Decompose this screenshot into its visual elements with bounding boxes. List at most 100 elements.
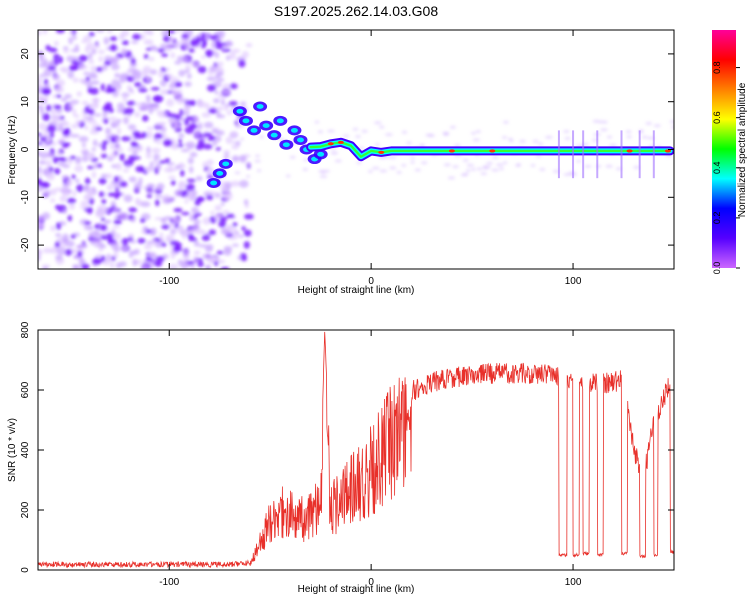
spectrogram-noise-cell — [39, 151, 49, 159]
spectrogram-noise-cell — [110, 242, 120, 250]
spectrogram-noise-cell — [121, 92, 130, 98]
spectrogram-noise-cell — [147, 56, 155, 62]
spectrogram-noise-cell — [151, 147, 161, 154]
spectrogram-noise-cell — [222, 45, 228, 49]
spectrogram-blob-core — [290, 127, 298, 133]
spectrogram-noise-cell — [165, 67, 170, 72]
spectrogram-noise-cell — [544, 135, 553, 139]
spectrogram-spike — [572, 130, 575, 179]
spectrogram-noise-cell — [221, 90, 231, 94]
spectrogram-noise-cell — [170, 251, 176, 260]
spectrogram-noise-cell — [104, 219, 112, 224]
spectrogram-noise-cell — [379, 169, 388, 173]
spectrogram-noise-cell — [197, 139, 205, 147]
snr-x-label: Height of straight line (km) — [298, 584, 415, 595]
spectrogram-noise-cell — [138, 88, 148, 93]
spectrogram-noise-cell — [213, 261, 219, 266]
spectrogram-noise-cell — [189, 214, 195, 222]
spectrogram-noise-cell — [475, 130, 481, 134]
spectrogram-noise-cell — [151, 240, 157, 244]
spectrogram-noise-cell — [97, 49, 106, 55]
spectrogram-noise-cell — [162, 132, 167, 137]
spectrogram-noise-cell — [108, 116, 118, 121]
spectrogram-noise-cell — [443, 163, 451, 167]
spectrogram-y-tick-label: 0 — [20, 146, 31, 152]
spectrogram-noise-cell — [65, 240, 75, 248]
spectrogram-noise-cell — [79, 243, 88, 249]
spectrogram-noise-cell — [454, 144, 461, 147]
spectrogram-noise-cell — [128, 233, 135, 239]
spectrogram-noise-cell — [155, 199, 160, 207]
spectrogram-noise-cell — [194, 130, 200, 137]
spectrogram-noise-cell — [182, 250, 190, 258]
spectrogram-noise-cell — [47, 152, 53, 157]
spectrogram-noise-cell — [471, 168, 476, 171]
spectrogram-noise-cell — [78, 136, 89, 143]
spectrogram-noise-cell — [174, 60, 182, 65]
spectrogram-noise-cell — [303, 158, 308, 162]
spectrogram-noise-cell — [330, 151, 336, 155]
spectrogram-noise-cell — [181, 211, 190, 216]
spectrogram-noise-cell — [215, 45, 224, 50]
spectrogram-noise-cell — [132, 258, 138, 267]
spectrogram-noise-cell — [88, 71, 98, 78]
spectrogram-noise-cell — [244, 163, 252, 166]
spectrogram-noise-cell — [119, 261, 127, 267]
spectrogram-noise-cell — [124, 107, 135, 115]
spectrogram-noise-cell — [140, 218, 146, 223]
spectrogram-noise-cell — [178, 181, 184, 187]
spectrogram-noise-cell — [81, 263, 90, 269]
spectrogram-y-tick-label: 20 — [20, 48, 31, 60]
spectrogram-noise-cell — [142, 226, 149, 230]
spectrogram-noise-cell — [222, 150, 231, 154]
spectrogram-noise-cell — [202, 143, 213, 150]
spectrogram-noise-cell — [499, 167, 504, 171]
spectrogram-noise-cell — [410, 156, 415, 160]
spectrogram-noise-cell — [130, 40, 139, 44]
spectrogram-noise-cell — [231, 144, 239, 150]
spectrogram-noise-cell — [38, 214, 46, 222]
spectrogram-noise-cell — [86, 42, 95, 51]
spectrogram-noise-cell — [231, 233, 240, 239]
spectrogram-noise-cell — [101, 64, 108, 71]
spectrogram-noise-cell — [319, 175, 328, 179]
spectrogram-noise-cell — [208, 108, 218, 114]
spectrogram-noise-cell — [178, 162, 185, 167]
spectrogram-noise-cell — [230, 132, 238, 137]
spectrogram-noise-cell — [592, 119, 600, 123]
spectrogram-noise-cell — [93, 113, 102, 117]
spectrogram-blob-core — [270, 132, 278, 138]
spectrogram-noise-cell — [210, 210, 215, 216]
spectrogram-noise-cell — [388, 156, 397, 160]
spectrogram-noise-cell — [220, 266, 230, 269]
spectrogram-noise-cell — [285, 174, 291, 178]
spectrogram-x-ticks: -100 0 100 — [159, 30, 582, 287]
spectrogram-noise-cell — [65, 127, 71, 135]
spectrogram-noise-cell — [154, 260, 163, 267]
spectrogram-noise-cell — [91, 98, 101, 103]
spectrogram-noise-cell — [38, 150, 41, 157]
spectrogram-noise-cell — [168, 263, 179, 269]
spectrogram-noise-cell — [145, 255, 152, 262]
spectrogram-noise-cell — [109, 142, 116, 150]
spectrogram-spike — [596, 130, 599, 179]
spectrogram-blob-core — [250, 127, 258, 133]
spectrogram-noise-cell — [69, 30, 74, 35]
spectrogram-noise-cell — [223, 248, 232, 256]
spectrogram-noise-cell — [214, 40, 222, 48]
spectrogram-noise-cell — [538, 142, 544, 146]
spectrogram-noise-cell — [111, 79, 120, 88]
snr-frame — [37, 329, 675, 571]
spectrogram-noise-cell — [38, 122, 48, 131]
spectrogram-noise-cell — [111, 229, 116, 237]
spectrogram-noise-cell — [42, 266, 49, 269]
spectrogram-noise-cell — [211, 127, 218, 134]
spectrogram-noise-cell — [414, 168, 421, 172]
spectrogram-noise-cell — [116, 127, 122, 135]
spectrogram-noise-cell — [84, 106, 90, 114]
spectrogram-noise-cell — [120, 246, 129, 251]
spectrogram-noise-cell — [52, 156, 59, 164]
spectrogram-noise-cell — [42, 168, 50, 176]
spectrogram-noise-cell — [215, 147, 221, 151]
spectrogram-noise-cell — [246, 175, 251, 178]
